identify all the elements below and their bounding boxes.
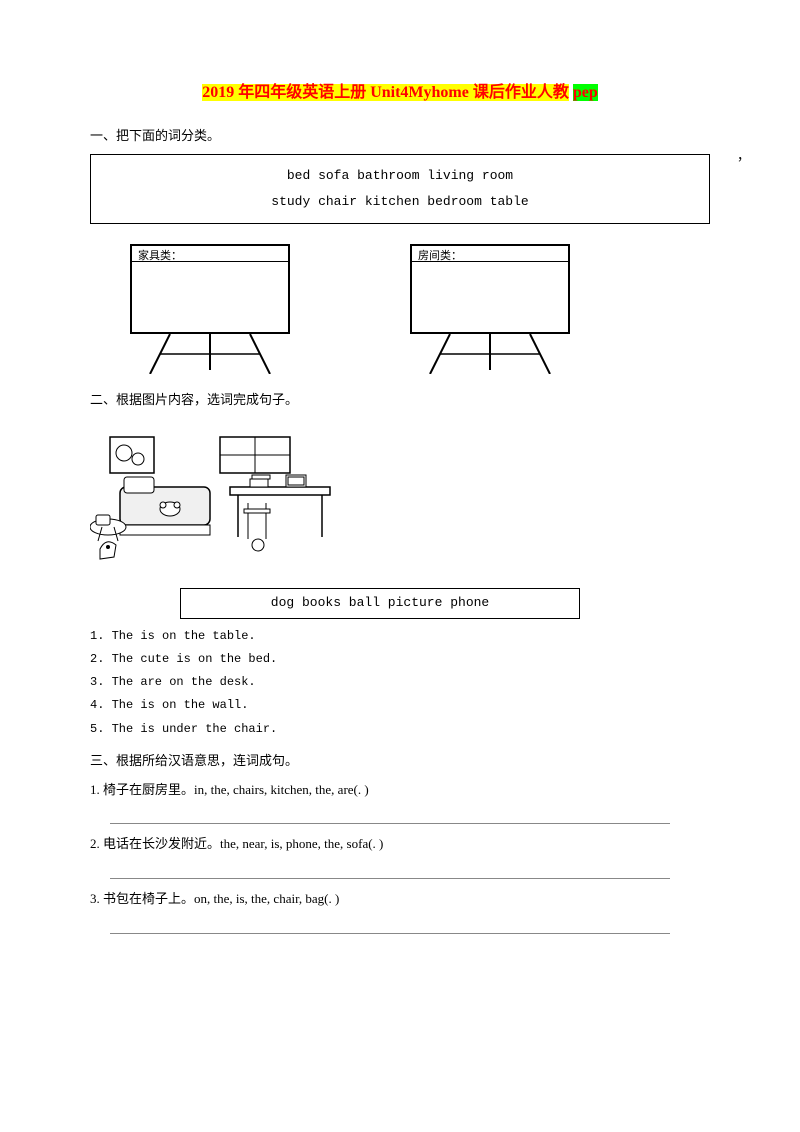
board2-label: 房间类： [418, 248, 462, 266]
section3-label: 三、根据所给汉语意思，连词成句。 [90, 751, 710, 772]
easel-legs-icon [130, 334, 290, 374]
q3-1: 1. 椅子在厨房里。in, the, chairs, kitchen, the,… [90, 780, 710, 801]
word-box-2: dog books ball picture phone [180, 588, 580, 619]
title-part2: pep [573, 84, 598, 101]
q2-2: 2. The cute is on the bed. [90, 650, 710, 669]
q2-4: 4. The is on the wall. [90, 696, 710, 715]
quote-mark: ， [737, 146, 750, 167]
board1-label: 家具类： [138, 248, 182, 266]
section2-label: 二、根据图片内容，选词完成句子。 [90, 390, 710, 411]
title-part1: 2019 年四年级英语上册 Unit4Myhome 课后作业人教 [202, 84, 569, 101]
q3-3: 3. 书包在椅子上。on, the, is, the, chair, bag(.… [90, 889, 710, 910]
q2-5: 5. The is under the chair. [90, 720, 710, 739]
board-furniture: 家具类： [130, 244, 290, 374]
answer-line-2[interactable] [110, 861, 670, 879]
q2-1: 1. The is on the table. [90, 627, 710, 646]
board-rooms: 房间类： [410, 244, 570, 374]
blackboards: 家具类： 房间类： [130, 244, 710, 374]
answer-line-1[interactable] [110, 806, 670, 824]
answer-line-3[interactable] [110, 916, 670, 934]
section1-label: 一、把下面的词分类。 [90, 126, 710, 147]
words-row2: study chair kitchen bedroom table [131, 189, 669, 215]
q3-2: 2. 电话在长沙发附近。the, near, is, phone, the, s… [90, 834, 710, 855]
q2-3: 3. The are on the desk. [90, 673, 710, 692]
bedroom-illustration [90, 427, 350, 567]
page-title: 2019 年四年级英语上册 Unit4Myhome 课后作业人教 pep [90, 80, 710, 106]
easel-legs-icon [410, 334, 570, 374]
word-box-1: bed sofa bathroom living room study chai… [90, 154, 710, 224]
words-row1: bed sofa bathroom living room [131, 163, 669, 189]
